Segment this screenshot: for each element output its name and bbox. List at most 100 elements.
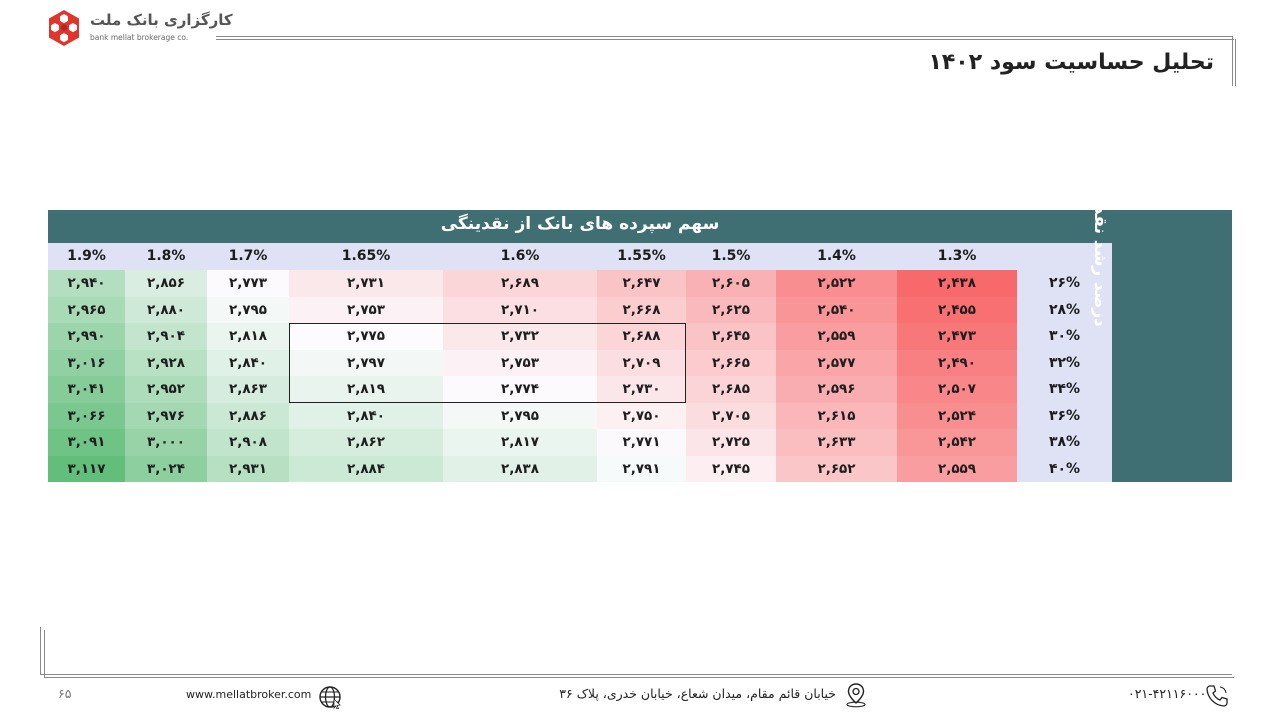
table-cell: ۳,۰۹۱ <box>48 429 125 456</box>
table-cell: ۲,۵۵۹ <box>776 323 897 350</box>
column-header: 1.4% <box>817 248 856 264</box>
table-cell: ۲,۶۴۵ <box>686 323 776 350</box>
table-cell: ۲,۸۴۰ <box>289 402 443 429</box>
logo-mark-icon <box>49 10 79 46</box>
table-cell: ۲,۵۲۴ <box>897 402 1017 429</box>
table-cell: ۲,۸۱۸ <box>207 323 289 350</box>
table-cell: ۲,۵۵۹ <box>897 455 1017 482</box>
table-cell: ۲,۷۹۱ <box>597 455 686 482</box>
table-cell: ۲,۴۷۳ <box>897 323 1017 350</box>
address-text: خیابان قائم مقام، میدان شعاع، خیابان خدر… <box>559 686 836 701</box>
footer-rule-2 <box>44 677 1234 678</box>
table-cell: ۲,۹۹۰ <box>48 323 125 350</box>
location-pin-icon <box>846 683 866 708</box>
sensitivity-table: سهم سپرده های بانک از نقدینگی 1.9% 1.8% 1.… <box>48 210 1232 482</box>
table-cell: ۲,۷۵۳ <box>289 296 443 323</box>
table-cell: ۲,۷۷۱ <box>597 429 686 456</box>
table-cell: ۲,۷۰۵ <box>686 402 776 429</box>
table-cell: ۲,۴۳۸ <box>897 270 1017 297</box>
column-header-row: 1.9% 1.8% 1.7% 1.65% 1.6% 1.55% 1.5% 1.4% 1.3% <box>48 243 1112 270</box>
footer-rule <box>40 674 1232 675</box>
table-cell: ۲,۶۳۳ <box>776 429 897 456</box>
table-cell: ۲,۹۲۸ <box>125 349 207 376</box>
table-cell: ۳,۱۱۷ <box>48 455 125 482</box>
table-cell: ۲,۵۰۷ <box>897 376 1017 403</box>
column-header: 1.3% <box>937 248 977 264</box>
table-cell: ۲,۷۳۰ <box>597 376 686 403</box>
table-cell: ۲,۶۵۲ <box>776 455 897 482</box>
table-cell: ۲,۸۸۴ <box>289 455 443 482</box>
table-cell: ۲,۷۵۳ <box>443 349 597 376</box>
table-cell: ۲,۹۶۵ <box>48 296 125 323</box>
row-header: ۳۸% <box>1048 434 1081 450</box>
table-cell: ۳,۰۶۶ <box>48 402 125 429</box>
table-cell: ۲,۵۴۲ <box>897 429 1017 456</box>
table-cell: ۲,۸۵۶ <box>125 270 207 297</box>
row-header: ۳۲% <box>1048 354 1081 371</box>
table-cell: ۲,۸۶۲ <box>289 429 443 456</box>
table-cell: ۳,۰۴۱ <box>48 376 125 403</box>
table-cell: ۲,۷۰۹ <box>597 349 686 376</box>
table-cell: ۲,۸۱۹ <box>289 376 443 403</box>
table-cell: ۲,۵۷۷ <box>776 349 897 376</box>
table-cell: ۳,۰۱۶ <box>48 349 125 376</box>
table-cell: ۲,۷۹۵ <box>207 296 289 323</box>
page-number: ۶۵ <box>58 686 72 701</box>
table-cell: ۲,۸۳۸ <box>443 455 597 482</box>
row-header: ۳۴% <box>1048 381 1081 397</box>
table-cell: ۲,۴۵۵ <box>897 296 1017 323</box>
website-link[interactable]: www.mellatbroker.com <box>186 688 312 701</box>
table-cell: ۲,۷۹۵ <box>443 402 597 429</box>
table-cell: ۲,۸۶۳ <box>207 376 289 403</box>
table-cell: ۲,۵۹۶ <box>776 376 897 403</box>
header-rule <box>216 36 1232 37</box>
column-header: 1.5% <box>711 248 751 264</box>
row-header: ۳۶% <box>1048 407 1081 424</box>
table-cell: ۲,۶۸۵ <box>686 376 776 403</box>
table-cell: ۲,۸۱۷ <box>443 429 597 456</box>
table-cell: ۲,۷۲۵ <box>686 429 776 456</box>
row-header: ۳۰% <box>1048 328 1081 344</box>
column-header: 1.8% <box>146 248 186 264</box>
table-cell: ۲,۹۷۶ <box>125 402 207 429</box>
table-cell: ۲,۷۱۰ <box>443 296 597 323</box>
table-cell: ۲,۶۲۵ <box>686 296 776 323</box>
table-cell: ۲,۷۳۱ <box>289 270 443 297</box>
header-rule-2 <box>216 39 1234 40</box>
table-cell: ۲,۷۷۳ <box>207 270 289 297</box>
table-cell: ۳,۰۰۰ <box>125 429 207 456</box>
table-cell: ۲,۹۰۸ <box>207 429 289 456</box>
table-cell: ۲,۹۰۴ <box>125 323 207 350</box>
logo: کارگزاری بانک ملت bank mellat brokerage … <box>46 9 233 49</box>
table-cell: ۲,۷۳۲ <box>443 323 597 350</box>
phone-icon <box>1206 685 1228 707</box>
logo-name-en: bank mellat brokerage co. <box>90 33 189 42</box>
logo-name-fa: کارگزاری بانک ملت <box>90 11 233 29</box>
footer-rule-vertical-2 <box>44 630 45 678</box>
row-group-title: درصد رشد نقدینگی <box>1090 165 1110 327</box>
table-cell: ۲,۶۴۷ <box>597 270 686 297</box>
table-cell: ۲,۶۶۵ <box>686 349 776 376</box>
column-header: 1.7% <box>228 248 268 264</box>
row-header: ۲۸% <box>1048 301 1081 318</box>
table-cell: ۲,۶۰۵ <box>686 270 776 297</box>
column-header: 1.65% <box>341 248 391 264</box>
table-cell: ۲,۹۴۰ <box>48 270 125 297</box>
column-group-band: سهم سپرده های بانک از نقدینگی <box>48 210 1112 243</box>
row-header: ۲۶% <box>1048 275 1081 291</box>
table-cell: ۲,۴۹۰ <box>897 349 1017 376</box>
header-rule-vertical <box>1232 36 1233 86</box>
table-cell: ۲,۵۴۰ <box>776 296 897 323</box>
table-cell: ۲,۸۸۰ <box>125 296 207 323</box>
footer-rule-vertical <box>40 627 41 675</box>
row-header: ۴۰% <box>1048 460 1081 477</box>
globe-icon <box>319 686 341 709</box>
highlight-box <box>289 323 686 403</box>
table-cell: ۲,۷۵۰ <box>597 402 686 429</box>
table-cell: ۲,۶۶۸ <box>597 296 686 323</box>
table-cell: ۲,۵۲۲ <box>776 270 897 297</box>
table-cell: ۲,۷۷۵ <box>289 323 443 350</box>
column-header: 1.55% <box>617 248 666 264</box>
table-cell: ۲,۶۸۸ <box>597 323 686 350</box>
page-title: تحلیل حساسیت سود ۱۴۰۲ <box>928 50 1214 75</box>
